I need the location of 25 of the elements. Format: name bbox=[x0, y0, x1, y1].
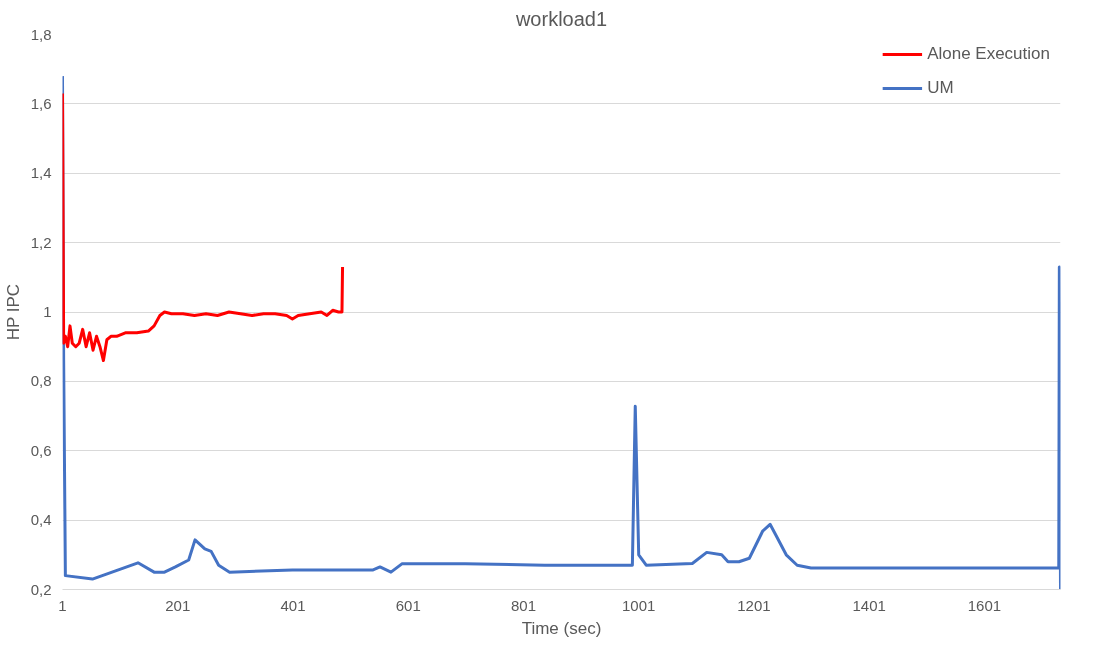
legend-label: UM bbox=[927, 78, 954, 98]
x-axis-title: Time (sec) bbox=[521, 618, 602, 638]
line-series bbox=[62, 91, 345, 363]
chart-title: workload1 bbox=[514, 7, 608, 30]
x-tick-label: 401 bbox=[280, 596, 306, 614]
y-tick-label: 1,6 bbox=[30, 94, 52, 112]
y-tick-label: 0,4 bbox=[30, 511, 52, 529]
legend-label: Alone Execution bbox=[927, 44, 1050, 64]
y-tick-label: 0,6 bbox=[30, 441, 52, 459]
y-tick-label: 1,4 bbox=[30, 164, 52, 182]
x-tick-label: 1001 bbox=[622, 596, 656, 614]
y-tick-label: 1,8 bbox=[30, 25, 52, 43]
x-tick-label: 1601 bbox=[967, 596, 1002, 614]
x-tick-label: 1401 bbox=[852, 596, 886, 614]
x-tick-label: 1201 bbox=[737, 596, 771, 614]
y-tick-label: 0,2 bbox=[30, 580, 52, 598]
line-series bbox=[62, 74, 1061, 590]
y-tick-label: 1 bbox=[43, 303, 52, 320]
x-tick-label: 1 bbox=[58, 596, 67, 614]
y-axis-title: HP IPC bbox=[3, 283, 23, 341]
x-tick-label: 601 bbox=[395, 596, 421, 614]
y-tick-label: 0,8 bbox=[30, 372, 52, 390]
x-tick-label: 201 bbox=[165, 596, 191, 614]
x-tick-label: 801 bbox=[510, 596, 536, 614]
y-tick-label: 1,2 bbox=[30, 233, 52, 251]
